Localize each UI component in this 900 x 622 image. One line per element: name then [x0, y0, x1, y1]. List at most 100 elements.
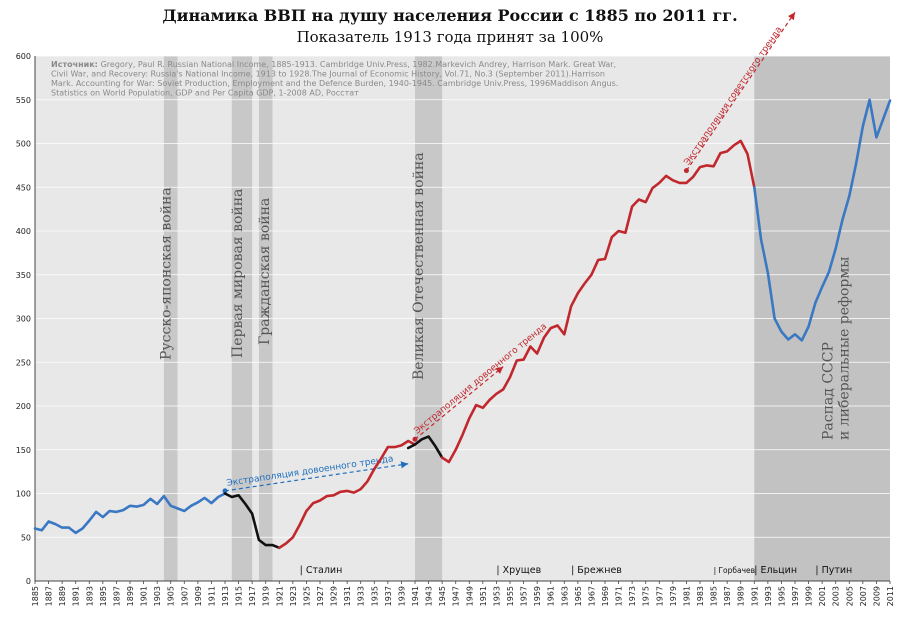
leader-label: | Горбачев — [714, 566, 756, 575]
y-tick-label: 250 — [16, 358, 31, 367]
x-tick-label: 1933 — [357, 586, 366, 606]
x-tick-label: 1919 — [262, 586, 271, 606]
period-label-line: и либеральные реформы — [836, 257, 852, 440]
x-tick-label: 1971 — [615, 586, 624, 606]
series-line — [278, 439, 417, 550]
leader-label: | Ельцин — [754, 565, 797, 576]
x-tick-label: 1921 — [275, 586, 284, 606]
period-label: Гражданская война — [257, 198, 273, 345]
x-tick-label: 1995 — [777, 586, 786, 606]
x-tick-label: 1957 — [520, 586, 529, 606]
x-tick-label: 1895 — [99, 586, 108, 606]
period-label-line: Русско-японская война — [159, 187, 175, 360]
x-tick-label: 1915 — [235, 586, 244, 606]
x-tick-label: 1903 — [153, 586, 162, 606]
x-tick-label: 1961 — [547, 586, 556, 606]
x-tick-label: 1937 — [384, 586, 393, 606]
x-tick-label: 1911 — [207, 586, 216, 606]
x-axis-ticks: 1885 1887 1889 1891 1893 1895 1897 1899 1901 1903… — [31, 581, 895, 606]
series-line — [33, 492, 227, 535]
x-tick-label: 1939 — [397, 586, 406, 606]
source-note: Источник: Gregory, Paul R. Russian Natio… — [51, 60, 618, 98]
x-tick-label: 1889 — [58, 586, 67, 606]
x-tick-label: 1989 — [737, 586, 746, 606]
x-tick-label: 1965 — [574, 586, 583, 606]
x-tick-label: 1941 — [411, 586, 420, 606]
x-tick-label: 1987 — [723, 586, 732, 606]
y-tick-label: 300 — [16, 315, 31, 324]
x-tick-label: 1899 — [126, 586, 135, 606]
source-line: Источник: Gregory, Paul R. Russian Natio… — [51, 60, 616, 69]
x-tick-label: 1983 — [696, 586, 705, 606]
x-tick-label: 1999 — [805, 586, 814, 606]
y-tick-label: 400 — [16, 227, 31, 236]
period-label-line: Первая мировая война — [230, 189, 246, 358]
x-tick-label: 1977 — [655, 586, 664, 606]
x-tick-label: 1891 — [72, 586, 81, 606]
x-tick-label: 1955 — [506, 586, 515, 606]
x-tick-label: 2009 — [872, 586, 881, 606]
x-tick-label: 1905 — [167, 586, 176, 606]
y-tick-label: 450 — [16, 183, 31, 192]
x-tick-label: 1927 — [316, 586, 325, 606]
leader-label: | Брежнев — [571, 565, 622, 576]
y-tick-label: 550 — [16, 96, 31, 105]
leader-label: | Путин — [815, 565, 852, 576]
x-tick-label: 2007 — [859, 586, 868, 606]
x-tick-label: 1947 — [452, 586, 461, 606]
period-label: Распад СССРи либеральные реформы — [820, 257, 852, 440]
x-tick-label: 2005 — [845, 586, 854, 606]
source-line: Statistics on World Population, GDP and … — [51, 89, 359, 98]
period-labels: Русско-японская война Первая мировая войн… — [159, 152, 853, 440]
leader-label: | Сталин — [300, 565, 343, 576]
x-tick-label: 2003 — [832, 586, 841, 606]
series-line — [406, 435, 444, 459]
x-tick-label: 1991 — [750, 586, 759, 606]
x-tick-label: 1951 — [479, 586, 488, 606]
x-tick-label: 1959 — [533, 586, 542, 606]
source-line: Mark. Accounting for War: Soviet Product… — [51, 79, 618, 88]
x-tick-label: 1973 — [628, 586, 637, 606]
x-tick-label: 1923 — [289, 586, 298, 606]
x-tick-label: 1993 — [764, 586, 773, 606]
x-tick-label: 1885 — [31, 586, 40, 606]
series-line — [753, 98, 892, 342]
trend-line — [224, 461, 409, 492]
x-tick-label: 1917 — [248, 586, 257, 606]
series-lines — [33, 98, 892, 550]
y-tick-label: 50 — [21, 533, 31, 542]
x-tick-label: 2001 — [818, 586, 827, 606]
period-label-line: Великая Отечественная война — [411, 152, 427, 380]
x-tick-label: 1997 — [791, 586, 800, 606]
y-tick-label: 600 — [16, 52, 31, 61]
x-tick-label: 1949 — [465, 586, 474, 606]
period-label: Первая мировая война — [230, 189, 246, 358]
x-tick-label: 1887 — [45, 586, 54, 606]
leader-labels: | Сталин | Хрущев | Брежнев | Горбачев | Ель… — [300, 565, 853, 576]
x-tick-label: 1953 — [492, 586, 501, 606]
source-line-text: Gregory, Paul R. Russian National Income… — [101, 60, 616, 69]
x-tick-label: 1981 — [682, 586, 691, 606]
trend-line — [414, 366, 504, 440]
leader-label: | Хрущев — [496, 565, 541, 576]
period-label-line: Гражданская война — [257, 198, 273, 345]
y-tick-label: 100 — [16, 490, 31, 499]
source-line: Civil War, and Recovery: Russia's Nation… — [51, 70, 605, 79]
x-tick-label: 2011 — [886, 586, 895, 606]
chart-subtitle: Показатель 1913 года принят за 100% — [296, 28, 604, 46]
y-tick-label: 0 — [26, 577, 31, 586]
y-tick-label: 150 — [16, 446, 31, 455]
y-axis-ticks: 0 50 100 150 200 250 300 350 400 450 500 550 600 — [16, 52, 31, 586]
x-tick-label: 1913 — [221, 586, 230, 606]
x-tick-label: 1963 — [560, 586, 569, 606]
x-tick-label: 1969 — [601, 586, 610, 606]
gridlines — [34, 55, 890, 582]
chart-title: Динамика ВВП на душу населения России с … — [162, 6, 738, 25]
series-line — [223, 492, 281, 550]
source-label: Источник: — [51, 60, 101, 69]
x-tick-label: 1935 — [370, 586, 379, 606]
x-tick-label: 1929 — [330, 586, 339, 606]
x-tick-label: 1925 — [302, 586, 311, 606]
x-tick-label: 1931 — [343, 586, 352, 606]
